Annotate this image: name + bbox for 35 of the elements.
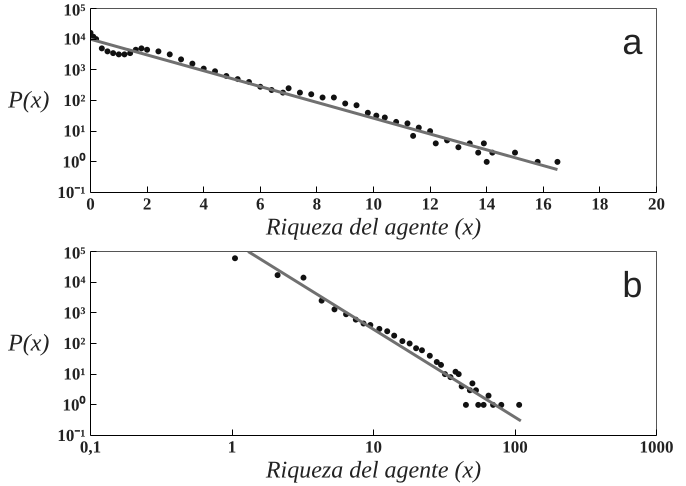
y-tick-label: 10⁵ [63, 0, 86, 20]
x-tick-label: 1000 [640, 438, 674, 456]
x-tick-label: 0,1 [80, 438, 102, 456]
x-tick-label: 10 [365, 438, 382, 456]
x-tick-label: 20 [648, 194, 665, 214]
x-axis-title: Riqueza del agente (x) [264, 458, 482, 484]
x-axis-title: Riqueza del agente (x) [264, 214, 482, 240]
x-tick-label: 4 [199, 194, 208, 214]
y-tick-label: 10⁰ [62, 395, 86, 414]
x-tick-label: 2 [142, 194, 152, 214]
annotation: a [622, 21, 644, 62]
y-tick-label: 10³ [63, 60, 86, 80]
x-tick-label: 14 [478, 194, 496, 214]
y-tick-label: 10⁴ [63, 272, 86, 292]
y-tick-label: 10³ [63, 303, 86, 322]
y-axis-title: P(x) [7, 88, 50, 114]
y-tick-label: 10⁻¹ [57, 183, 86, 202]
x-tick-label: 8 [312, 194, 322, 214]
y-axis-title: P(x) [7, 330, 50, 356]
x-tick-label: 6 [256, 194, 265, 214]
y-tick-label: 10⁰ [62, 152, 86, 172]
x-tick-label: 10 [365, 194, 382, 214]
y-tick-label: 10¹ [63, 364, 86, 384]
x-tick-label: 18 [591, 194, 608, 214]
y-tick-label: 10¹ [63, 122, 86, 141]
x-tick-label: 100 [502, 438, 528, 456]
y-tick-label: 10⁴ [63, 30, 86, 49]
x-tick-label: 16 [534, 194, 552, 214]
y-tick-label: 10² [63, 334, 86, 353]
y-tick-label: 10⁵ [63, 244, 86, 262]
x-tick-label: 1 [228, 438, 236, 456]
x-tick-label: 12 [422, 194, 439, 214]
y-tick-label: 10² [63, 91, 86, 110]
annotation: b [622, 264, 642, 306]
x-tick-label: 0 [86, 194, 95, 214]
